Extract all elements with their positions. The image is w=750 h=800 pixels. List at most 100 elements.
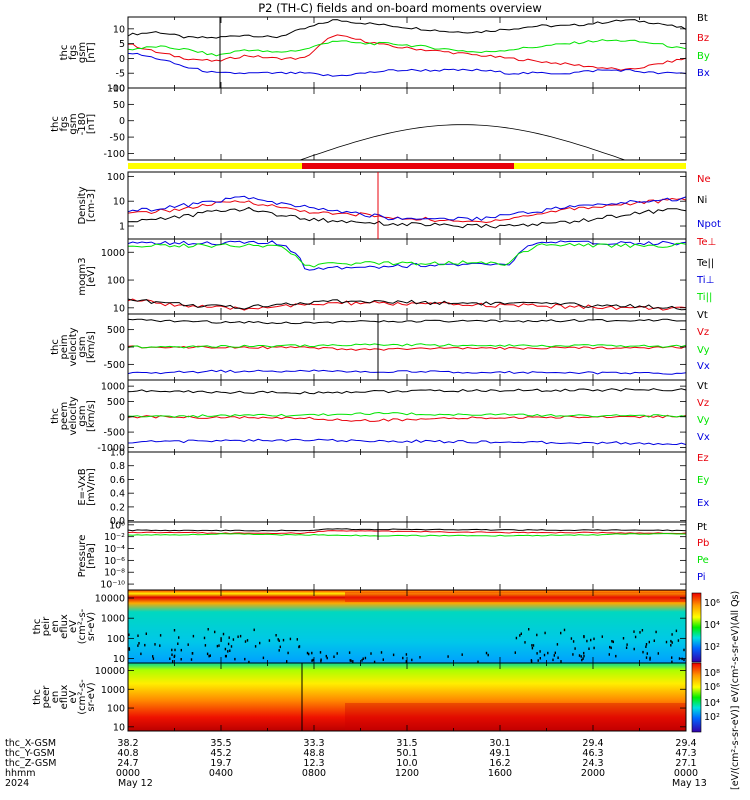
spectrogram-gap: [190, 658, 193, 661]
spectrogram-gap: [325, 654, 327, 658]
spectrogram-gap: [227, 642, 230, 646]
spectrogram-gap: [655, 630, 657, 634]
spectrogram-gap: [572, 653, 574, 656]
spectrogram-gap: [580, 655, 582, 658]
spectrogram-gap: [244, 657, 246, 661]
spectrogram-gap: [187, 643, 189, 646]
spectrogram-gap: [311, 651, 313, 655]
spectrogram-gap: [278, 649, 280, 652]
spectrogram-gap: [145, 632, 147, 635]
spectrogram-gap: [262, 656, 265, 660]
spectrogram-gap: [171, 653, 173, 656]
ytick-label: 0.2: [110, 502, 125, 513]
spectrogram-gap: [326, 656, 328, 660]
spectrogram-gap: [159, 644, 161, 647]
spectrogram-gap: [532, 644, 535, 647]
spectrogram-gap: [574, 647, 576, 650]
series-line-Bz: [127, 34, 687, 71]
ytick-label: -5: [116, 69, 125, 80]
spectrogram-gap: [642, 650, 644, 654]
footer-value: 33.3: [303, 738, 324, 749]
spectrogram-gap: [350, 659, 352, 662]
ylabel-line: eV: [68, 690, 79, 703]
series-line-Vy: [127, 411, 687, 418]
spectrogram-gap: [320, 658, 322, 661]
legend-Te||: Te||: [696, 258, 714, 269]
spectrogram-gap: [671, 633, 673, 636]
footer-date-start: May 12: [118, 778, 153, 789]
legend-Vz: Vz: [697, 398, 709, 409]
ylabel-line: [nT]: [86, 42, 97, 62]
ytick-label: 5: [119, 39, 125, 50]
spectrogram-gap: [248, 660, 250, 664]
spectrogram-electron: [128, 663, 686, 731]
ylabel-line: velocity: [68, 327, 79, 366]
spectrogram-gap: [671, 641, 673, 644]
spectrogram-gap: [311, 659, 313, 662]
footer-value: 0000: [674, 768, 698, 779]
spectrogram-gap: [227, 650, 229, 653]
colorbar-ion: [691, 592, 702, 663]
series-line-Ti⊥: [127, 240, 687, 271]
ylabel-line: E=-VxB: [77, 468, 88, 505]
spectrogram-gap: [259, 641, 261, 645]
ylabel-line: thc: [50, 116, 61, 132]
spectrogram-gap: [485, 651, 488, 655]
spectrogram-gap: [152, 657, 155, 660]
series-line-Vz: [127, 345, 687, 351]
legend-Bz: Bz: [697, 33, 709, 44]
spectrogram-gap: [612, 640, 614, 644]
spectrogram-gap: [228, 636, 230, 639]
ytick-label: 1000: [101, 685, 125, 696]
ylabel-line: (cm²-s-: [77, 608, 88, 644]
spectrogram-gap: [137, 634, 139, 637]
ylabel-line: gsm: [77, 42, 88, 63]
legend-Ni: Ni: [697, 195, 707, 206]
spectrogram-gap: [169, 657, 171, 660]
spectrogram-gap: [515, 636, 518, 640]
spectrogram-gap: [609, 645, 611, 649]
spectrogram-gap: [648, 640, 650, 644]
footer-value: 46.3: [582, 748, 603, 759]
spectrogram-gap: [570, 637, 573, 640]
spectrogram-gap: [547, 651, 549, 655]
legend-Pt: Pt: [697, 522, 707, 533]
footer-value: 30.1: [489, 738, 510, 749]
legend-Vx: Vx: [697, 432, 710, 443]
spectrogram-gap: [152, 655, 154, 658]
legend-Ti⊥: Ti⊥: [696, 275, 714, 286]
spectrogram-gap: [671, 656, 673, 659]
footer-row-label: thc_Z-GSM: [5, 758, 56, 769]
spectrogram-gap: [224, 647, 227, 651]
spectrogram-gap: [601, 635, 603, 638]
ytick-label: 0.0: [110, 516, 125, 527]
ylabel-line: eV: [68, 620, 79, 633]
ylabel-line: eflux: [59, 685, 70, 710]
footer-value: 35.5: [210, 738, 231, 749]
spectrogram-gap: [583, 635, 585, 639]
ylabel-line: (cm²-s-: [77, 679, 88, 715]
spectrogram-gap: [349, 659, 351, 662]
spectrogram-gap: [138, 642, 140, 645]
spectrogram-gap: [645, 643, 648, 646]
spectrogram-gap: [203, 636, 206, 640]
spectrogram-gap: [645, 656, 648, 659]
ytick-label: -10: [109, 84, 125, 95]
spectrogram-gap: [220, 639, 222, 642]
spectrogram-gap: [214, 630, 216, 634]
spectrogram-gap: [178, 636, 180, 639]
spectrogram-gap: [206, 652, 209, 656]
panel-10: 10000 1000 100 10 thcpeerenefluxeV(cm²-s-sr-…: [32, 662, 687, 733]
spectrogram-gap: [557, 656, 559, 659]
spectrogram-gap: [582, 657, 584, 660]
spectrogram-gap: [173, 629, 176, 632]
legend-Pe: Pe: [697, 555, 709, 566]
ytick-label: 10: [113, 303, 125, 314]
spectrogram-gap: [286, 660, 288, 663]
plot-title: P2 (TH-C) fields and on-board moments ov…: [258, 1, 542, 15]
ytick-label: 10⁻⁴: [104, 544, 125, 555]
series-line-Vx: [127, 369, 687, 375]
spectrogram-gap: [159, 634, 162, 637]
